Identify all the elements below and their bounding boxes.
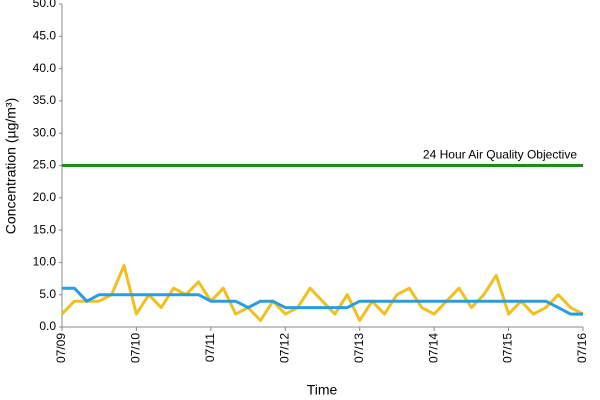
y-tick-label: 30.0 [33,125,57,139]
series-line [62,286,583,316]
series-line [60,264,584,322]
x-tick-label: 07/12 [277,333,291,363]
y-tick-label: 40.0 [33,61,57,75]
y-axis-title: Concentration (µg/m³) [3,98,19,234]
y-tick-label: 20.0 [33,190,57,204]
x-tick-label: 07/16 [575,333,589,363]
y-tick-label: 50.0 [33,0,57,10]
x-tick-label: 07/10 [129,333,143,363]
x-axis-title: Time [307,382,338,398]
y-tick-label: 5.0 [39,287,56,301]
x-tick-label: 07/09 [54,333,68,363]
x-tick-label: 07/15 [501,333,515,363]
x-tick-label: 07/11 [203,333,217,362]
x-tick-label: 07/14 [426,333,440,363]
y-tick-label: 45.0 [33,28,57,42]
y-tick-label: 0.0 [39,319,56,333]
reference-label: 24 Hour Air Quality Objective [423,148,577,162]
y-tick-label: 35.0 [33,93,57,107]
y-tick-label: 25.0 [33,158,57,172]
y-tick-label: 10.0 [33,255,57,269]
y-tick-label: 15.0 [33,222,57,236]
x-tick-label: 07/13 [352,333,366,363]
